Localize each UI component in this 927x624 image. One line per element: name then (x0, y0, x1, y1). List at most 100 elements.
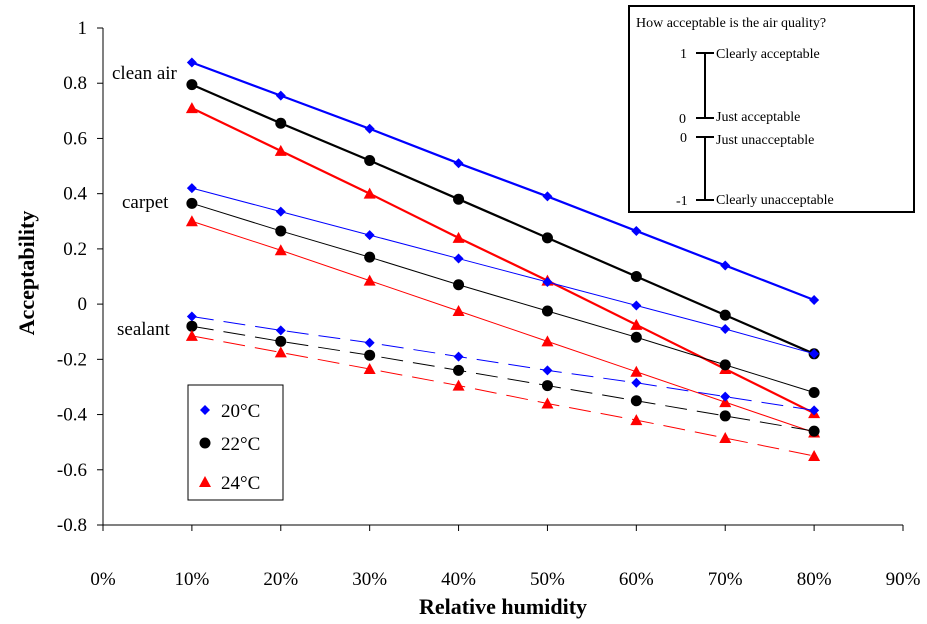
scale-box: How acceptable is the air quality? 1 Cle… (628, 5, 915, 213)
data-point (630, 318, 643, 330)
y-tick-label: 0 (78, 294, 88, 315)
data-point (275, 90, 286, 101)
data-point (364, 123, 375, 134)
data-point (363, 187, 376, 199)
data-point (541, 305, 553, 317)
series-carpet-20c (186, 183, 820, 359)
data-point (363, 274, 376, 286)
scale-upper-bottom-label: Just acceptable (716, 110, 800, 125)
data-point (808, 449, 821, 461)
series-line-sealant-20c (191, 316, 815, 411)
data-point (453, 364, 465, 376)
y-tick-label: 0.2 (63, 239, 87, 260)
data-point (186, 57, 197, 68)
data-point (719, 396, 732, 408)
data-point (719, 309, 731, 321)
data-point (274, 144, 287, 156)
data-point (274, 244, 287, 256)
data-point (541, 232, 553, 244)
data-point (541, 380, 553, 392)
scale-upper-top-label: Clearly acceptable (716, 47, 820, 62)
data-point (364, 349, 376, 361)
scale-upper-bottom-value: 0 (679, 112, 686, 127)
series-line-clean-air-24c (191, 107, 815, 415)
data-point (720, 323, 731, 334)
data-point (186, 183, 197, 194)
legend-marker-24c (199, 476, 211, 487)
series-line-sealant-22c (191, 325, 815, 432)
x-tick-label: 10% (174, 569, 209, 590)
data-point (185, 102, 198, 114)
series-line-clean-air-22c (191, 83, 815, 355)
data-point (274, 346, 287, 358)
legend: 20°C 22°C 24°C (187, 384, 284, 501)
annotation-sealant: sealant (117, 319, 170, 340)
x-tick-label: 90% (886, 569, 921, 590)
y-tick-label: -0.8 (57, 515, 87, 536)
data-point (186, 311, 197, 322)
x-tick-label: 50% (530, 569, 565, 590)
data-point (541, 335, 554, 347)
data-point (720, 260, 731, 271)
series-sealant-22c (186, 320, 820, 437)
data-point (364, 230, 375, 241)
annotation-carpet: carpet (122, 192, 169, 213)
data-point (630, 271, 642, 282)
data-point (631, 225, 642, 236)
data-point (542, 191, 553, 202)
scale-lower-top-value: 0 (680, 131, 687, 146)
data-point (186, 197, 198, 209)
data-point (186, 79, 198, 91)
x-tick-label: 20% (263, 569, 298, 590)
scale-box-title: How acceptable is the air quality? (636, 16, 826, 31)
annotation-clean-air: clean air (112, 63, 178, 84)
data-point (364, 251, 376, 263)
data-point (364, 337, 375, 348)
x-tick-label: 60% (619, 569, 654, 590)
data-point (453, 279, 465, 291)
scale-upper-top-value: 1 (680, 47, 687, 62)
data-point (452, 231, 465, 243)
legend-label-22c: 22°C (221, 434, 260, 455)
x-tick-label: 80% (797, 569, 832, 590)
data-point (808, 425, 820, 437)
x-tick-label: 30% (352, 569, 387, 590)
data-point (541, 397, 554, 409)
scale-lower-top-label: Just unacceptable (716, 133, 814, 148)
series-line-carpet-20c (191, 187, 815, 355)
data-point (186, 320, 198, 332)
data-point (809, 348, 820, 359)
series-sealant-24c (185, 329, 821, 461)
data-point (452, 305, 465, 317)
legend-label-20c: 20°C (221, 401, 260, 422)
data-point (630, 331, 642, 343)
x-axis-title: Relative humidity (419, 594, 587, 619)
y-tick-label: -0.4 (57, 405, 88, 426)
data-point (542, 365, 553, 376)
data-point (185, 215, 198, 227)
legend-marker-20c (200, 405, 210, 415)
series-line-carpet-22c (191, 202, 815, 393)
data-point (275, 117, 287, 129)
data-point (364, 155, 376, 167)
y-tick-label: -0.2 (57, 349, 87, 370)
y-axis-title: Acceptability (14, 211, 39, 336)
data-point (453, 193, 465, 205)
data-point (809, 405, 820, 416)
y-tick-label: 1 (78, 18, 88, 39)
data-point (453, 351, 464, 362)
data-point (630, 414, 643, 426)
data-point (453, 253, 464, 264)
data-point (185, 329, 198, 341)
series-clean-air-20c (186, 57, 820, 305)
series-line-carpet-24c (191, 220, 815, 433)
data-point (719, 410, 731, 422)
legend-marker-22c (199, 437, 211, 449)
x-tick-label: 0% (90, 569, 116, 590)
scale-lower-bottom-label: Clearly unacceptable (716, 193, 834, 208)
y-tick-label: 0.4 (63, 184, 87, 205)
y-tick-label: 0.8 (63, 73, 87, 94)
legend-label-24c: 24°C (221, 473, 260, 494)
data-point (275, 325, 286, 336)
